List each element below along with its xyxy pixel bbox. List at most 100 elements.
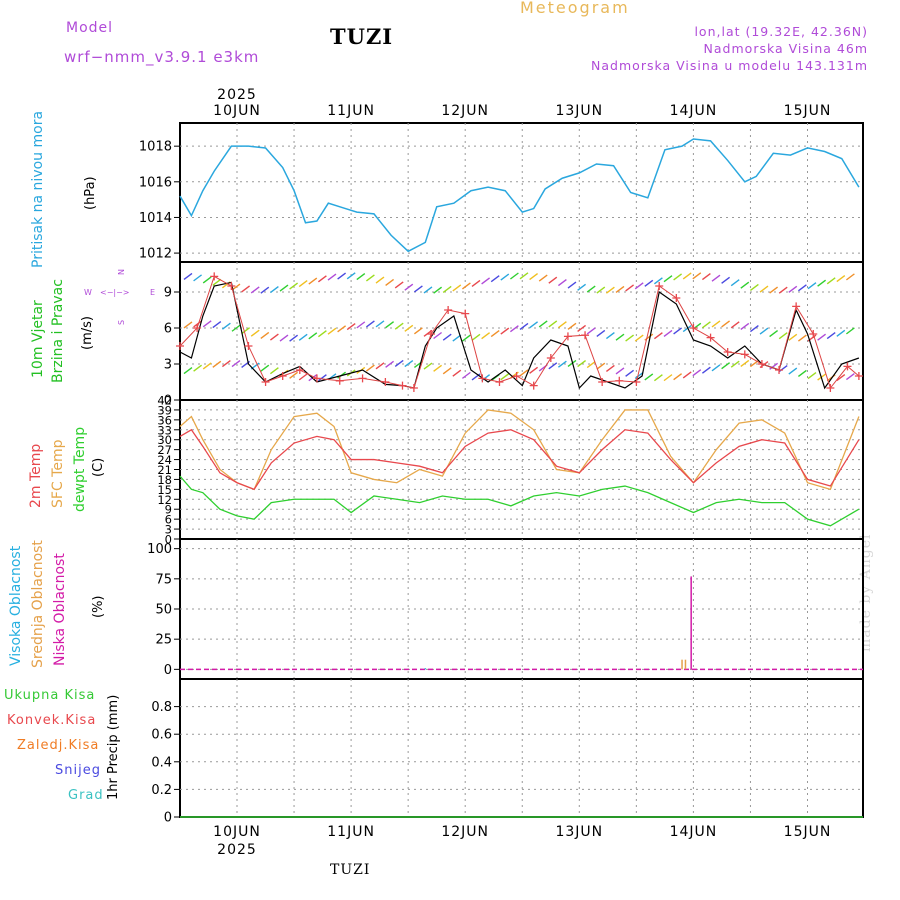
y-tick-label: 75	[155, 572, 172, 587]
y-tick-label: 1014	[139, 211, 172, 226]
wind-barb	[625, 369, 635, 377]
wind-barb	[730, 360, 740, 368]
y-tick-label: 39	[157, 403, 172, 417]
y-tick-label: 18	[157, 473, 172, 487]
wind-gust-marker	[478, 374, 487, 383]
wind-barb	[836, 374, 846, 382]
y-tick-label: 27	[157, 443, 172, 457]
wind-barb	[509, 325, 519, 333]
wind-barb	[557, 321, 567, 329]
wind-barb	[788, 367, 798, 375]
wind-barb	[461, 371, 471, 379]
y-tick-label: 6	[165, 513, 172, 527]
wind-gust-marker	[210, 272, 219, 281]
wind-barb	[212, 360, 222, 368]
y-tick-label: 0	[164, 811, 172, 826]
wind-barb	[327, 327, 337, 335]
y-tick-label: 50	[155, 603, 172, 618]
wind-barb	[596, 286, 606, 294]
top-year-label: 2025	[217, 87, 257, 103]
wind-barb	[567, 322, 577, 330]
altitude-text: Nadmorska Visina 46m	[703, 41, 868, 56]
panel-frame-0	[179, 122, 864, 263]
wind-barb	[577, 283, 587, 291]
wind-barb	[740, 359, 750, 368]
wind-gust-marker	[358, 374, 367, 383]
wind-gust-marker	[740, 350, 749, 359]
wind-gust-marker	[854, 372, 863, 380]
wind-gust-marker	[312, 374, 321, 383]
wind-barb	[289, 334, 299, 342]
wind-gust-marker	[655, 282, 664, 290]
compass-e: E	[150, 288, 156, 297]
wind-barb	[193, 320, 203, 328]
wind-barb	[548, 362, 558, 370]
wind-gust-marker	[193, 324, 202, 332]
wind-barb	[365, 364, 375, 372]
wind-barb	[433, 286, 443, 294]
wind-gust-marker	[723, 348, 732, 356]
wind-gust-marker	[495, 378, 504, 386]
wind-gust-marker	[381, 378, 390, 386]
wind-barb	[788, 285, 798, 293]
y-tick-label: 0.8	[151, 700, 172, 715]
wind-gust-marker	[581, 331, 590, 340]
wind-barb	[701, 366, 711, 374]
wind-gust-marker	[335, 376, 344, 385]
precip-label-total: Ukupna Kisa	[4, 688, 96, 703]
station-title: TUZI	[330, 24, 394, 49]
wind-barb	[759, 285, 769, 293]
wind-barb	[404, 324, 414, 332]
wind-barb	[404, 283, 414, 291]
wind-barb	[250, 329, 260, 337]
wind-barb	[279, 334, 289, 342]
wind-barb	[385, 360, 395, 368]
wind-barb	[740, 281, 750, 289]
wind-gust-marker	[563, 332, 572, 341]
precip-label-frozen: Zaledj.Kisa	[17, 738, 100, 753]
wind-barb	[183, 367, 193, 375]
wind-gust-marker	[444, 306, 453, 314]
wind-speed-line	[179, 281, 860, 390]
wind-barb	[519, 322, 529, 331]
wind-barb	[749, 283, 759, 291]
wind-barb	[625, 334, 635, 342]
coords-text: lon,lat (19.32E, 42.36N)	[694, 24, 868, 39]
compass-arrow-icon: <−|−>	[100, 288, 130, 297]
wind-barb	[298, 280, 308, 288]
wind-barb	[577, 324, 587, 333]
wind-barb	[826, 331, 836, 340]
wind-barb	[845, 327, 855, 335]
wind-barb	[557, 279, 567, 287]
y-tick-label: 0	[164, 663, 172, 678]
wind-barb	[423, 362, 433, 370]
wind-gust-marker	[261, 378, 270, 386]
top-day-label: 13JUN	[555, 103, 603, 119]
wind-barb	[356, 272, 366, 281]
wind-gust-marker	[706, 333, 715, 342]
y-tick-label: 6	[164, 322, 172, 337]
wind-barb	[433, 331, 443, 340]
wind-barb	[797, 284, 807, 292]
bottom-day-label: 15JUN	[784, 824, 832, 840]
wind-barb	[577, 360, 587, 368]
wind-barb	[269, 333, 279, 341]
wind-barb	[452, 334, 462, 342]
bottom-day-label: 12JUN	[441, 824, 489, 840]
wind-barb	[260, 286, 270, 294]
wind-barb	[529, 321, 539, 329]
sfc-temp-line	[179, 409, 860, 491]
wind-barb	[538, 320, 548, 328]
wind-barb	[596, 329, 606, 337]
wind-barb	[692, 369, 702, 377]
bottom-day-label: 14JUN	[670, 824, 718, 840]
y-tick-label: 9	[164, 286, 172, 301]
wind-barb	[605, 332, 615, 340]
wind-barb	[193, 274, 203, 282]
wind-barb	[529, 366, 539, 374]
wind-barb	[548, 276, 558, 284]
wind-barb	[721, 276, 731, 284]
top-day-label: 15JUN	[784, 103, 832, 119]
wind-barb	[471, 279, 481, 288]
wind-barb	[557, 360, 567, 368]
